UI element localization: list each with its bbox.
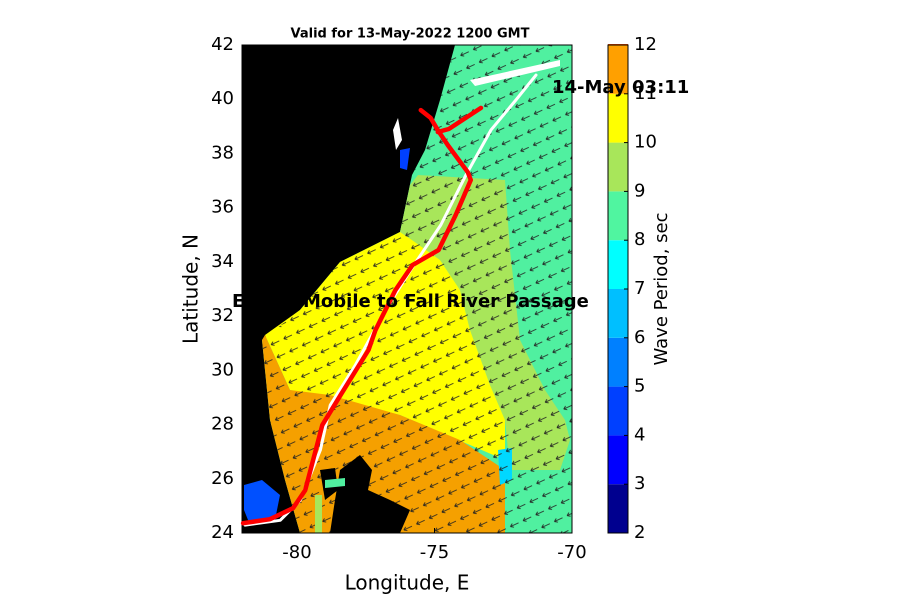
y-tick-label: 32 [211, 305, 234, 326]
colorbar-tick-label: 3 [634, 473, 645, 494]
annotation: 14-May 03:11 [552, 77, 689, 98]
annotation: Escort-Mobile to Fall River Passage [232, 291, 589, 312]
colorbar-tick-label: 4 [634, 424, 645, 445]
chart-title: Valid for 13-May-2022 1200 GMT [291, 27, 530, 42]
colorbar-block [608, 45, 628, 94]
colorbar-tick-label: 7 [634, 278, 645, 299]
y-tick-label: 26 [211, 468, 234, 489]
colorbar-block [608, 435, 628, 485]
x-tick-label: -80 [282, 542, 311, 563]
y-axis-label: Latitude, N [179, 234, 203, 344]
colorbar-block [608, 337, 628, 387]
route-line [240, 105, 484, 526]
tracks [240, 73, 538, 527]
shallow-blue [244, 480, 280, 525]
shoal-green [325, 478, 345, 488]
y-tick-label: 42 [211, 34, 234, 55]
colorbar-tick-label: 8 [634, 229, 645, 250]
colorbar-tick-label: 10 [634, 132, 657, 153]
plot-frame [241, 44, 573, 534]
colorbar: 2 3 4 5 6 7 8 9 10 11 12 [607, 34, 657, 543]
y-tick-label: 28 [211, 414, 234, 435]
colorbar-tick-label: 6 [634, 327, 645, 348]
y-tick-label: 24 [211, 522, 234, 543]
shallow-blue [400, 148, 410, 170]
y-tick-label: 40 [211, 88, 234, 109]
y-tick-label: 38 [211, 142, 234, 163]
colorbar-block [608, 240, 628, 289]
colorbar-tick-label: 12 [634, 34, 657, 55]
colorbar-block [608, 484, 628, 533]
colorbar-tick-label: 11 [634, 83, 657, 104]
colorbar-tick-label: 2 [634, 522, 645, 543]
x-tick-label: -75 [420, 542, 449, 563]
long-island-white [470, 60, 560, 86]
y-tick-label: 30 [211, 359, 234, 380]
axes: -80 -75 -70 24 26 28 30 32 34 36 38 40 42 [211, 34, 587, 563]
colorbar-tick-label: 5 [634, 376, 645, 397]
colorbar-block [608, 93, 628, 143]
colorbar-block [608, 289, 628, 338]
x-axis-label: Longitude, E [345, 571, 470, 595]
y-tick-label: 36 [211, 197, 234, 218]
colorbar-label: Wave Period, sec [651, 212, 672, 365]
shoal-green [315, 495, 322, 533]
colorbar-block [608, 191, 628, 241]
colorbar-tick-label: 9 [634, 180, 645, 201]
map-layer [242, 45, 572, 533]
colorbar-block [608, 142, 628, 192]
island [330, 455, 410, 533]
x-tick-label: -70 [557, 542, 586, 563]
ocean-arrows [262, 45, 572, 533]
bay-white [393, 118, 402, 150]
y-tick-label: 34 [211, 251, 234, 272]
colorbar-block [608, 386, 628, 436]
